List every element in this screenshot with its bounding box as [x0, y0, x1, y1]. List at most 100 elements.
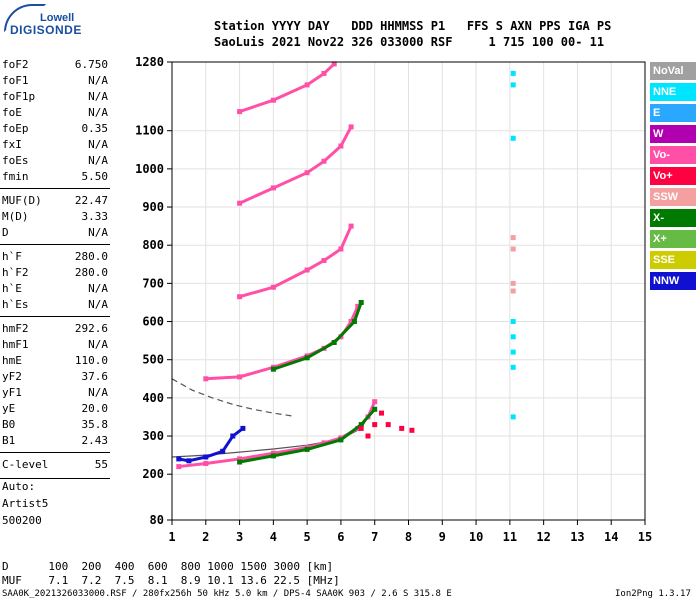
param-value: 0.35 [81, 122, 109, 135]
y-tick-label: 500 [142, 353, 164, 367]
echo-trace-segment [231, 426, 245, 438]
footer-muf-row: MUF 7.1 7.2 7.5 8.1 8.9 10.1 13.6 22.5 [… [2, 574, 340, 587]
echo-point [510, 364, 516, 370]
param-key: B0 [2, 418, 16, 431]
legend-item: SSE [650, 251, 696, 269]
param-row: foEp 0.35 [2, 122, 108, 138]
auto-label: Auto: [2, 480, 36, 493]
param-value: N/A [88, 282, 108, 295]
param-key: M(D) [2, 210, 29, 223]
param-row: yF1 N/A [2, 386, 108, 402]
header-row-1: Station YYYY DAY DDD HHMMSS P1 FFS S AXN… [214, 19, 612, 33]
echo-trace-segment [221, 434, 235, 453]
param-separator [0, 478, 110, 479]
param-row: yE 20.0 [2, 402, 108, 418]
param-row: D N/A [2, 226, 108, 242]
x-tick-label: 6 [337, 530, 344, 544]
logo-digisonde: DIGISONDE [10, 23, 82, 37]
echo-trace-segment [339, 125, 353, 148]
param-separator [0, 188, 110, 189]
echo-trace-segment [271, 268, 309, 289]
echo-trace-segment [204, 457, 242, 466]
x-tick-label: 15 [638, 530, 652, 544]
param-row: foF1 N/A [2, 74, 108, 90]
echo-trace-segment [271, 447, 309, 458]
chart-marks [171, 61, 516, 470]
echo-point [510, 280, 516, 286]
param-value: 5.50 [81, 170, 109, 183]
echo-trace-segment [305, 258, 326, 272]
echo-point [510, 135, 516, 141]
param-row: hmF1 N/A [2, 338, 108, 354]
echo-trace-segment [332, 320, 356, 345]
echo-trace-segment [204, 375, 242, 381]
param-value: 35.8 [81, 418, 109, 431]
echo-point [510, 288, 516, 294]
param-row: MUF(D) 22.47 [2, 194, 108, 210]
param-row: h`F 280.0 [2, 250, 108, 266]
param-row: foF1p N/A [2, 90, 108, 106]
param-key: foEs [2, 154, 29, 167]
param-value: 280.0 [74, 266, 108, 279]
param-row: h`Es N/A [2, 298, 108, 314]
param-row: h`E N/A [2, 282, 108, 298]
param-key: fmin [2, 170, 29, 183]
footer-distance-row: D 100 200 400 600 800 1000 1500 3000 [km… [2, 560, 334, 573]
param-row: h`F2 280.0 [2, 266, 108, 282]
param-separator [0, 316, 110, 317]
chart-axes: 1 2 3 4 5 6 7 8 9 10 11 12 13 14 158020030040050060070… [135, 55, 652, 544]
echo-trace-segment [271, 354, 309, 369]
legend-item: W [650, 125, 696, 143]
fit-curve [171, 378, 294, 417]
echo-trace-segment [305, 441, 326, 449]
param-value: N/A [88, 226, 108, 239]
artist-label: Artist5 [2, 497, 49, 510]
y-tick-label: 800 [142, 238, 164, 252]
param-value: N/A [88, 138, 108, 151]
legend-item: Vo- [650, 146, 696, 164]
param-value: 110.0 [74, 354, 108, 367]
echo-point [365, 433, 371, 439]
echo-trace-segment [238, 451, 275, 461]
echo-point [510, 70, 516, 76]
legend-item: E [650, 104, 696, 122]
param-key: foEp [2, 122, 29, 135]
legend-item: NNE [650, 83, 696, 101]
param-key: h`Es [2, 298, 29, 311]
param-value: N/A [88, 338, 108, 351]
x-tick-label: 14 [604, 530, 618, 544]
y-tick-label: 900 [142, 200, 164, 214]
x-tick-label: 7 [371, 530, 378, 544]
echo-trace-segment [271, 83, 309, 102]
param-key: yE [2, 402, 16, 415]
param-value: N/A [88, 298, 108, 311]
param-value: 55 [94, 458, 108, 471]
echo-point [372, 422, 378, 428]
param-value: 3.33 [81, 210, 109, 223]
y-tick-label: 400 [142, 391, 164, 405]
echo-trace-segment [238, 285, 275, 299]
y-tick-label: 1280 [135, 55, 164, 69]
echo-trace-segment [238, 365, 275, 379]
echo-point [510, 414, 516, 420]
param-value: 22.47 [74, 194, 108, 207]
param-value: N/A [88, 74, 108, 87]
y-tick-label: 300 [142, 429, 164, 443]
param-value: N/A [88, 90, 108, 103]
echo-trace-segment [349, 304, 360, 324]
param-value: 280.0 [74, 250, 108, 263]
param-key: foE [2, 106, 22, 119]
param-row: hmF2 292.6 [2, 322, 108, 338]
echo-trace-segment [322, 436, 343, 445]
echo-point [510, 349, 516, 355]
y-tick-label: 700 [142, 276, 164, 290]
param-value: 20.0 [81, 402, 109, 415]
x-tick-label: 10 [469, 530, 483, 544]
echo-point [358, 425, 364, 431]
x-tick-label: 4 [270, 530, 277, 544]
param-value: 292.6 [74, 322, 108, 335]
echo-trace-segment [305, 71, 326, 87]
param-key: MUF(D) [2, 194, 42, 207]
param-row: foF2 6.750 [2, 58, 108, 74]
